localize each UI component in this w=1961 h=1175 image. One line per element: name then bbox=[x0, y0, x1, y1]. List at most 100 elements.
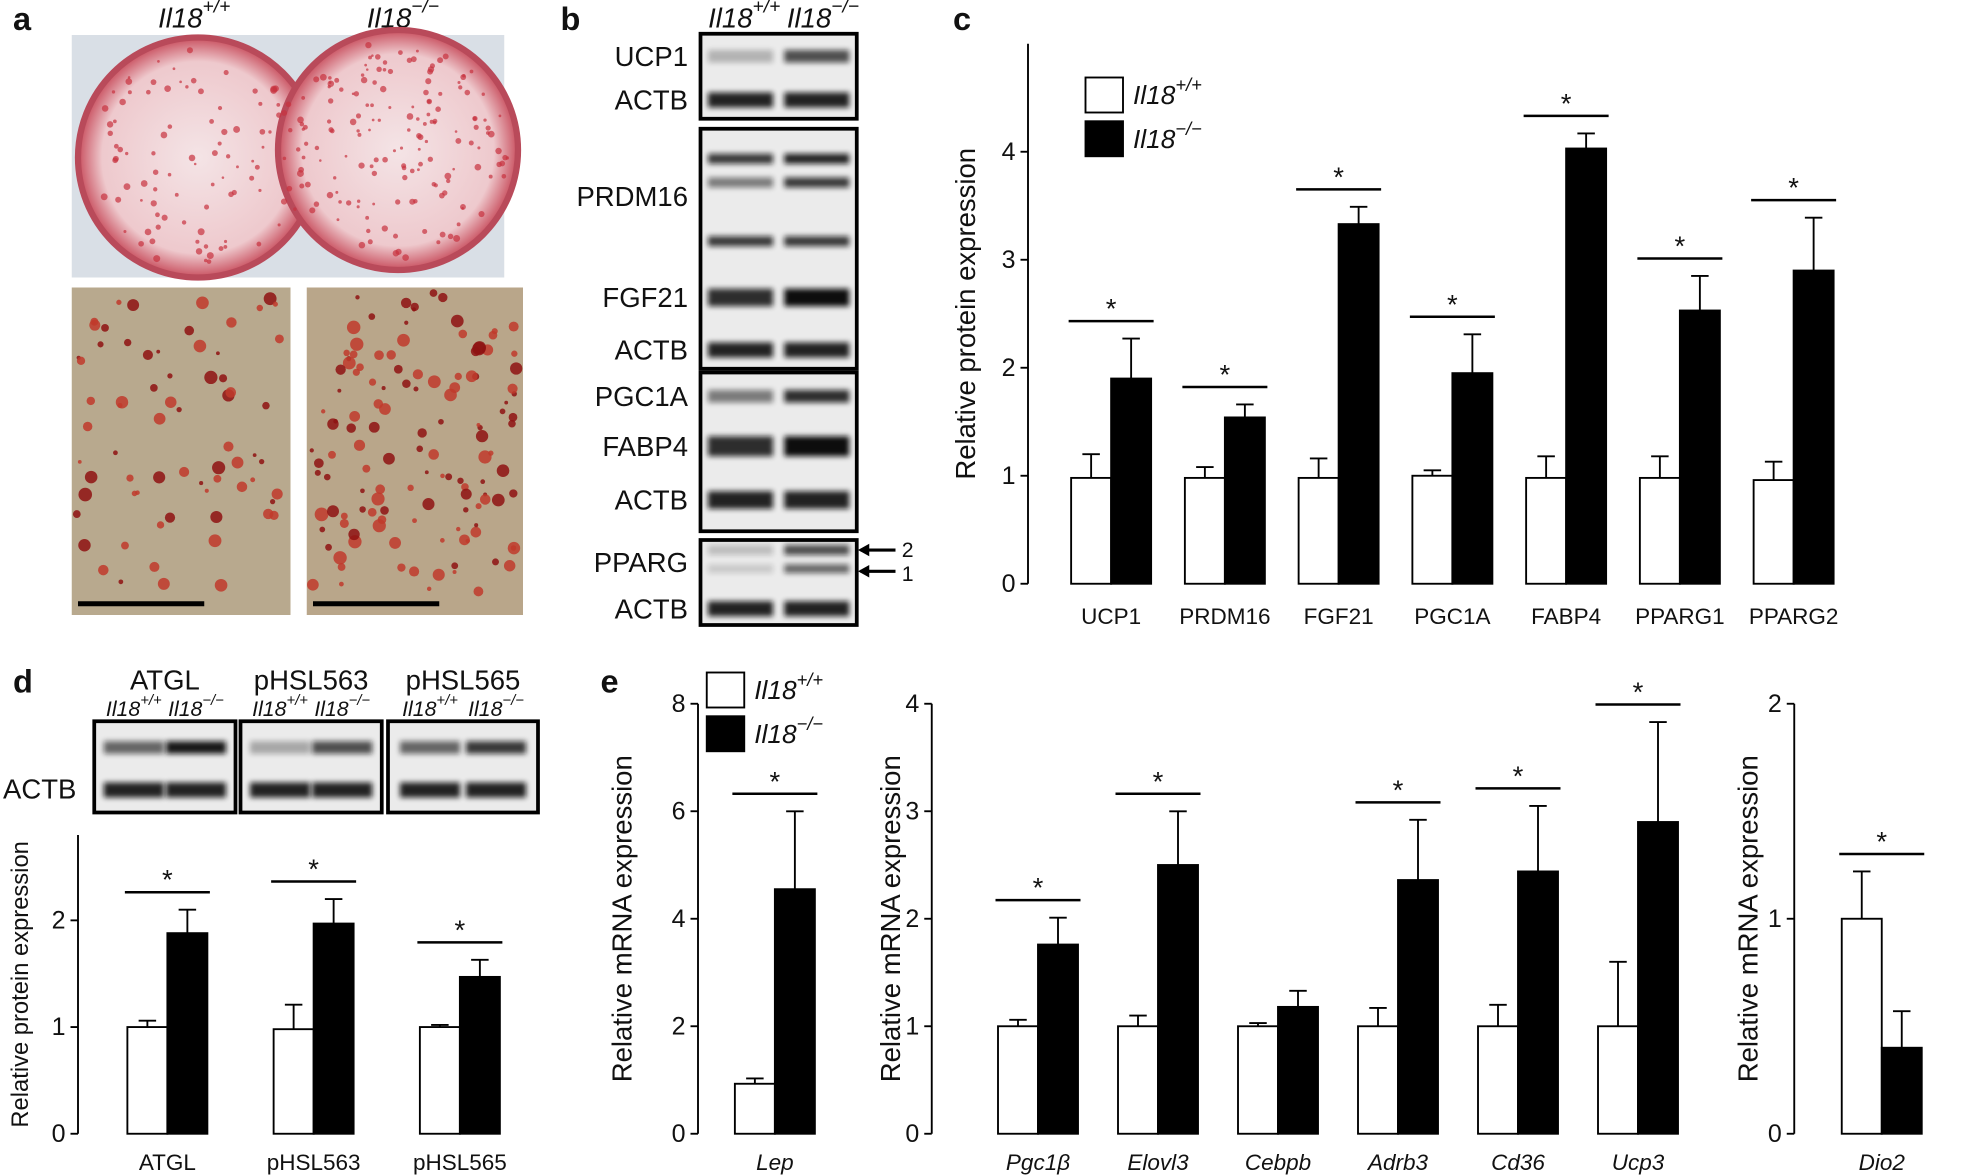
stain-dot bbox=[204, 204, 210, 210]
stain-dot bbox=[416, 168, 420, 172]
arrow-label: 2 bbox=[902, 538, 914, 562]
stain-dot bbox=[309, 448, 314, 453]
blot-band bbox=[103, 741, 164, 754]
bar bbox=[1637, 821, 1679, 1135]
stain-dot bbox=[395, 199, 401, 205]
stain-dot bbox=[113, 450, 118, 456]
gene-name: Il18 bbox=[787, 2, 832, 33]
blot-band bbox=[784, 153, 850, 164]
blot-label: ACTB bbox=[615, 335, 688, 366]
stain-dot bbox=[225, 154, 231, 159]
stain-dot bbox=[270, 499, 276, 505]
stain-dot bbox=[373, 399, 384, 409]
stain-dot bbox=[319, 159, 322, 162]
stain-dot bbox=[397, 333, 410, 347]
stain-dot bbox=[392, 250, 400, 257]
stain-dot bbox=[470, 526, 482, 538]
blot-label: pHSL563 bbox=[254, 665, 369, 696]
stain-dot bbox=[197, 228, 205, 236]
genotype-label: Il18+/+ bbox=[158, 0, 230, 33]
stain-dot bbox=[501, 173, 507, 179]
bar bbox=[458, 975, 501, 1135]
stain-dot bbox=[406, 57, 413, 63]
y-tick-label: 3 bbox=[1002, 246, 1016, 274]
stain-dot bbox=[327, 85, 331, 89]
y-axis-title: Relative mRNA expression bbox=[606, 755, 637, 1082]
stain-dot bbox=[398, 50, 403, 55]
blot-frame bbox=[698, 126, 859, 371]
bar bbox=[1638, 476, 1681, 585]
y-axis-title: Relative protein expression bbox=[950, 148, 981, 480]
genotype-label: Il18+/+ bbox=[252, 693, 308, 721]
legend-label: Il18+/+ bbox=[754, 669, 823, 705]
genotype-label: Il18−/− bbox=[314, 693, 370, 721]
stain-dot bbox=[435, 106, 441, 112]
bar bbox=[1337, 223, 1380, 585]
genotype-superscript: −/− bbox=[1175, 118, 1202, 139]
stain-dot bbox=[472, 341, 486, 356]
stain-dot bbox=[314, 507, 329, 522]
stain-dot bbox=[76, 356, 86, 366]
stain-dot bbox=[328, 450, 336, 459]
stain-dot bbox=[127, 90, 132, 95]
stain-dot bbox=[210, 510, 223, 524]
stain-dot bbox=[452, 167, 455, 171]
stain-dot bbox=[140, 180, 148, 187]
blot-label: ATGL bbox=[130, 665, 200, 696]
stain-dot bbox=[372, 519, 386, 533]
stain-dot bbox=[82, 421, 93, 432]
stain-dot bbox=[282, 156, 287, 161]
significance-star: * bbox=[1561, 88, 1572, 119]
stain-dot bbox=[301, 127, 306, 131]
stain-dot bbox=[423, 89, 429, 96]
y-tick-label: 1 bbox=[905, 1012, 919, 1040]
stain-dot bbox=[223, 239, 228, 244]
stain-dot bbox=[225, 387, 237, 398]
significance-star: * bbox=[1788, 172, 1799, 203]
x-tick-label: UCP1 bbox=[1081, 604, 1141, 629]
stain-dot bbox=[258, 458, 265, 465]
genotype-superscript: +/+ bbox=[286, 693, 308, 709]
stain-dot bbox=[454, 130, 458, 133]
stain-dot bbox=[355, 113, 362, 119]
y-tick-label: 3 bbox=[905, 797, 919, 825]
stain-dot bbox=[288, 128, 293, 133]
bar bbox=[1477, 1025, 1519, 1135]
stain-dot bbox=[77, 459, 82, 464]
bar bbox=[418, 1026, 461, 1135]
stain-dot bbox=[118, 579, 124, 585]
stain-dot bbox=[176, 406, 182, 413]
genotype-superscript: −/− bbox=[797, 713, 824, 734]
stain-dot bbox=[174, 192, 179, 197]
stain-dot bbox=[218, 246, 224, 252]
stain-dot bbox=[223, 245, 228, 249]
stain-dot bbox=[223, 70, 229, 76]
stain-dot bbox=[304, 141, 309, 146]
stain-dot bbox=[213, 474, 222, 483]
stain-dot bbox=[254, 164, 260, 170]
stain-dot bbox=[339, 581, 344, 587]
significance-star: * bbox=[308, 854, 319, 885]
y-tick-label: 2 bbox=[1768, 690, 1782, 718]
stain-dot bbox=[442, 53, 449, 60]
bar bbox=[272, 1028, 315, 1135]
stain-dot bbox=[140, 198, 143, 202]
gene-name: Il18 bbox=[106, 697, 140, 721]
stain-dot bbox=[409, 168, 415, 174]
stain-dot bbox=[438, 91, 443, 96]
genotype-superscript: −/− bbox=[411, 0, 439, 18]
stain-dot bbox=[307, 578, 319, 591]
stain-dot bbox=[458, 329, 468, 339]
stain-dot bbox=[113, 143, 119, 149]
stain-dot bbox=[442, 190, 448, 196]
stain-dot bbox=[480, 479, 486, 485]
stain-dot bbox=[412, 369, 423, 380]
stain-dot bbox=[344, 154, 348, 158]
x-tick-label: Elovl3 bbox=[1127, 1150, 1189, 1175]
x-tick-label: Lep bbox=[756, 1150, 794, 1175]
blot-band bbox=[312, 782, 373, 798]
stain-dot bbox=[382, 156, 388, 163]
stain-dot bbox=[259, 128, 266, 135]
bar bbox=[1840, 917, 1883, 1135]
